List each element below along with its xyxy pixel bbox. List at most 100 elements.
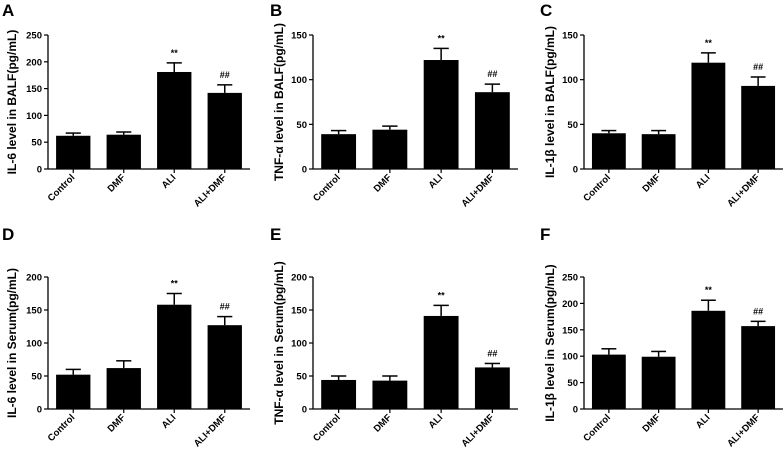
y-tick-label: 50 [567,378,578,389]
significance-label: ## [487,348,497,358]
y-tick-label: 200 [562,299,578,310]
x-tick-label: ALI+DMF [192,172,229,209]
x-tick-label: Control [311,172,343,204]
significance-label: ## [487,69,497,79]
panel-a: A IL-6 level in BALF(pg/mL) 0 50 100 150 200 25… [2,1,250,209]
y-tick-label: 250 [562,273,578,284]
bar [106,134,141,169]
y-axis-label: TNF-α level in BALF(pg/mL) [272,23,286,181]
y-tick-label: 50 [296,120,307,131]
bar [207,325,242,409]
panel-f: F IL-1β level in Serum(pg/mL) 0 50 100 150 200… [540,225,783,449]
x-tick-label: ALI+DMF [459,172,496,209]
significance-label: ** [705,38,713,48]
bar [641,356,676,409]
significance-label: ** [171,279,179,289]
bar [157,304,192,409]
bar [106,368,141,409]
bar [741,85,776,169]
x-tick-label: Control [311,412,343,444]
panel-letter: E [270,225,281,244]
y-tick-label: 200 [26,57,42,68]
y-axis-label: TNF-α level in Serum(pg/mL) [272,261,286,424]
bar [372,129,408,169]
x-tick-label: DMF [372,172,394,194]
panel-letter: B [270,1,282,20]
y-tick-label: 50 [31,372,42,383]
y-tick-label: 150 [562,31,578,42]
y-tick-label: 100 [26,111,42,122]
y-tick-label: 150 [26,306,42,317]
y-tick-label: 200 [26,273,42,284]
x-tick-label: ALI [160,412,179,431]
x-tick-label: ALI [694,412,713,431]
x-tick-label: Control [581,172,613,204]
x-tick-label: ALI [427,412,446,431]
y-tick-label: 150 [291,306,307,317]
y-tick-label: 0 [573,405,578,416]
bar [321,379,357,409]
y-tick-label: 100 [26,339,42,350]
bar [372,380,408,409]
x-tick-label: Control [581,412,613,444]
y-tick-label: 150 [26,84,42,95]
y-tick-label: 100 [562,75,578,86]
panel-b: B TNF-α level in BALF(pg/mL) 0 50 100 150 Cont… [270,1,518,209]
x-tick-label: DMF [106,172,128,194]
bar [741,326,776,409]
y-axis-label: IL-1β level in Serum(pg/mL) [543,264,557,421]
y-tick-label: 100 [291,339,307,350]
y-tick-label: 150 [562,325,578,336]
significance-label: ** [171,48,179,58]
x-tick-label: ALI [427,172,446,191]
bar [207,92,242,169]
x-tick-label: ALI [694,172,713,191]
bar [691,62,726,170]
y-tick-label: 100 [291,75,307,86]
y-tick-label: 50 [296,372,307,383]
bar [641,134,676,169]
y-tick-label: 50 [567,120,578,131]
significance-label: ## [220,70,230,80]
x-tick-label: DMF [640,412,662,434]
bar [321,134,357,169]
bar [691,310,726,409]
x-tick-label: ALI+DMF [725,172,762,209]
y-axis-label: IL-6 level in BALF(pg/mL) [5,30,19,175]
x-tick-label: Control [46,412,78,444]
y-tick-label: 0 [573,165,578,176]
bar [157,71,192,169]
y-axis-label: IL-6 level in Serum(pg/mL) [5,268,19,418]
bar [474,92,510,169]
x-tick-label: ALI [160,172,179,191]
x-tick-label: ALI+DMF [192,412,229,449]
x-tick-label: DMF [106,412,128,434]
y-tick-label: 0 [302,165,307,176]
x-tick-label: DMF [640,172,662,194]
x-tick-label: DMF [372,412,394,434]
x-tick-label: ALI+DMF [725,412,762,449]
y-tick-label: 0 [37,165,42,176]
y-axis-label: IL-1β level in BALF(pg/mL) [543,26,557,178]
bar [423,315,459,409]
y-tick-label: 200 [291,273,307,284]
panel-d: D IL-6 level in Serum(pg/mL) 0 50 100 150 200 C… [2,225,250,449]
x-tick-label: Control [46,172,78,204]
significance-label: ## [753,306,763,316]
significance-label: ** [705,285,713,295]
significance-label: ** [438,290,446,300]
significance-label: ## [753,62,763,72]
y-tick-label: 250 [26,31,42,42]
y-tick-label: 0 [37,405,42,416]
y-tick-label: 100 [562,352,578,363]
panel-letter: F [540,225,550,244]
significance-label: ## [220,302,230,312]
significance-label: ** [438,33,446,43]
panel-letter: C [540,1,552,20]
bar [56,374,91,409]
panel-letter: A [2,1,14,20]
panel-letter: D [2,225,14,244]
y-tick-label: 50 [31,138,42,149]
panel-c: C IL-1β level in BALF(pg/mL) 0 50 100 150 Cont… [540,1,783,209]
